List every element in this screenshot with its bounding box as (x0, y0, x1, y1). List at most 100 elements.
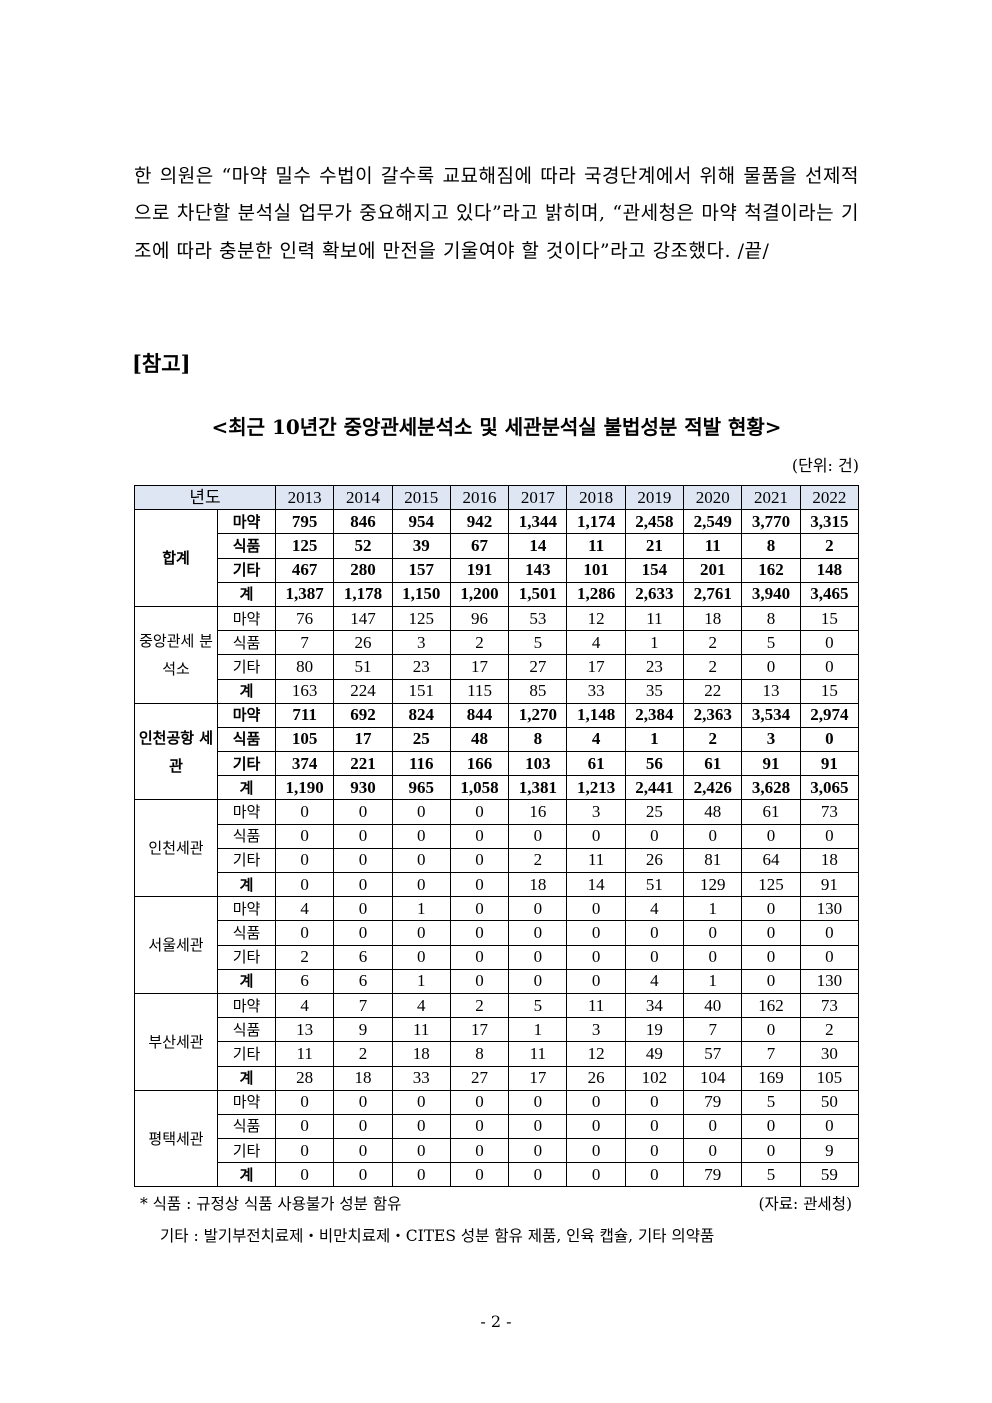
table-cell: 0 (508, 1162, 568, 1188)
table-row: 부산세관 마약 4 7 4 2 5 11 34 40 162 73 (134, 992, 860, 1091)
table-cell: 11 (566, 992, 626, 1019)
source-note: (자료: 관세청) (758, 1195, 852, 1213)
table-cell: 125 (741, 871, 801, 898)
table-cell: 1 (391, 968, 451, 994)
table-cell: 2,633 (624, 581, 685, 607)
row-label: 기타 (217, 944, 276, 970)
table-row: 기타 0 0 0 0 2 11 26 81 64 18 (135, 847, 860, 874)
table-cell: 2,549 (683, 509, 743, 535)
table-row: 계 6 6 1 0 0 0 4 1 0 130 (135, 968, 860, 994)
table-cell: 0 (799, 823, 860, 849)
table-cell: 0 (624, 1138, 685, 1164)
table-cell: 0 (683, 1113, 743, 1140)
table-cell: 35 (624, 678, 685, 704)
table-cell: 0 (274, 823, 335, 849)
table-cell: 105 (274, 726, 335, 753)
table-cell: 3,534 (741, 702, 801, 728)
row-label: 식품 (217, 823, 276, 849)
table-row: 식품 13 9 11 17 1 3 19 7 0 2 (135, 1017, 860, 1043)
table-cell: 0 (274, 871, 335, 898)
table-cell: 0 (566, 1089, 626, 1115)
header-year: 2020 (683, 484, 743, 511)
unit-label: (단위: 건) (791, 456, 859, 475)
table-row: 평택세관 마약 0 0 0 0 0 0 0 79 5 50 (134, 1089, 860, 1188)
table-cell: 102 (624, 1065, 685, 1091)
group-label: 부산세관 (134, 992, 218, 1091)
table-cell: 12 (566, 1041, 626, 1067)
table-cell: 130 (799, 968, 860, 994)
table-cell: 0 (624, 823, 685, 849)
table-cell: 0 (449, 1113, 510, 1140)
table-cell: 0 (333, 871, 393, 898)
table-cell: 51 (333, 654, 393, 680)
reference-label: [참고] (132, 351, 191, 376)
table-cell: 0 (449, 968, 510, 994)
table-cell: 1,387 (274, 581, 335, 607)
table-cell: 101 (566, 557, 626, 583)
table-cell: 33 (566, 678, 626, 704)
table-cell: 4 (624, 896, 685, 922)
table-cell: 151 (391, 678, 451, 704)
table-cell: 1,200 (449, 581, 510, 607)
table-cell: 0 (333, 1162, 393, 1188)
row-label: 기타 (217, 557, 276, 583)
table-cell: 27 (508, 654, 568, 680)
table-cell: 64 (741, 847, 801, 874)
table-cell: 23 (391, 654, 451, 680)
table-cell: 11 (624, 605, 685, 632)
table-cell: 50 (799, 1089, 860, 1115)
table-cell: 76 (274, 605, 335, 632)
table-cell: 15 (799, 678, 860, 704)
table-cell: 0 (741, 1113, 801, 1140)
table-cell: 2 (508, 847, 568, 874)
table-cell: 0 (508, 944, 568, 970)
table-cell: 2,458 (624, 509, 685, 535)
table-row: 기타 467 280 157 191 143 101 154 201 162 148 (135, 557, 860, 583)
table-cell: 8 (449, 1041, 510, 1067)
header-year: 2014 (333, 484, 393, 511)
table-cell: 0 (449, 823, 510, 849)
table-cell: 14 (566, 871, 626, 898)
table-cell: 169 (741, 1065, 801, 1091)
table-cell: 374 (274, 751, 335, 777)
table-cell: 162 (741, 557, 801, 583)
table-cell: 25 (391, 726, 451, 753)
table-cell: 711 (274, 702, 335, 728)
seizure-table: 년도 2013 2014 2015 2016 2017 2018 2019 2020 2021 2… (134, 484, 860, 1188)
page-number: - 2 - (480, 1312, 512, 1331)
table-cell: 79 (683, 1162, 743, 1188)
table-cell: 0 (508, 823, 568, 849)
table-cell: 0 (566, 896, 626, 922)
row-label: 기타 (217, 654, 276, 680)
table-cell: 9 (799, 1138, 860, 1164)
row-label: 계 (217, 1162, 276, 1188)
table-cell: 1 (683, 896, 743, 922)
table-cell: 0 (566, 1162, 626, 1188)
row-label: 계 (217, 1065, 276, 1091)
table-cell: 3 (566, 1017, 626, 1043)
table-cell: 163 (274, 678, 335, 704)
table-cell: 0 (391, 847, 451, 874)
table-cell: 1,150 (391, 581, 451, 607)
table-cell: 130 (799, 896, 860, 922)
table-row: 식품 0 0 0 0 0 0 0 0 0 0 (135, 920, 860, 946)
table-cell: 125 (274, 533, 335, 559)
table-cell: 13 (741, 678, 801, 704)
table-cell: 154 (624, 557, 685, 583)
table-cell: 0 (741, 896, 801, 922)
table-cell: 0 (566, 944, 626, 970)
row-label: 식품 (217, 533, 276, 559)
group-label: 평택세관 (134, 1089, 218, 1188)
table-cell: 1,174 (566, 509, 626, 535)
table-row: 인천세관 마약 0 0 0 0 16 3 25 48 61 73 (134, 799, 860, 898)
table-row: 기타 2 6 0 0 0 0 0 0 0 0 (135, 944, 860, 970)
header-year: 2019 (624, 484, 685, 511)
table-cell: 844 (449, 702, 510, 728)
table-cell: 143 (508, 557, 568, 583)
table-cell: 1,190 (274, 775, 335, 801)
table-cell: 34 (624, 992, 685, 1019)
table-cell: 0 (274, 1138, 335, 1164)
table-row: 계 163 224 151 115 85 33 35 22 13 15 (135, 678, 860, 704)
table-cell: 49 (624, 1041, 685, 1067)
table-cell: 0 (391, 1162, 451, 1188)
